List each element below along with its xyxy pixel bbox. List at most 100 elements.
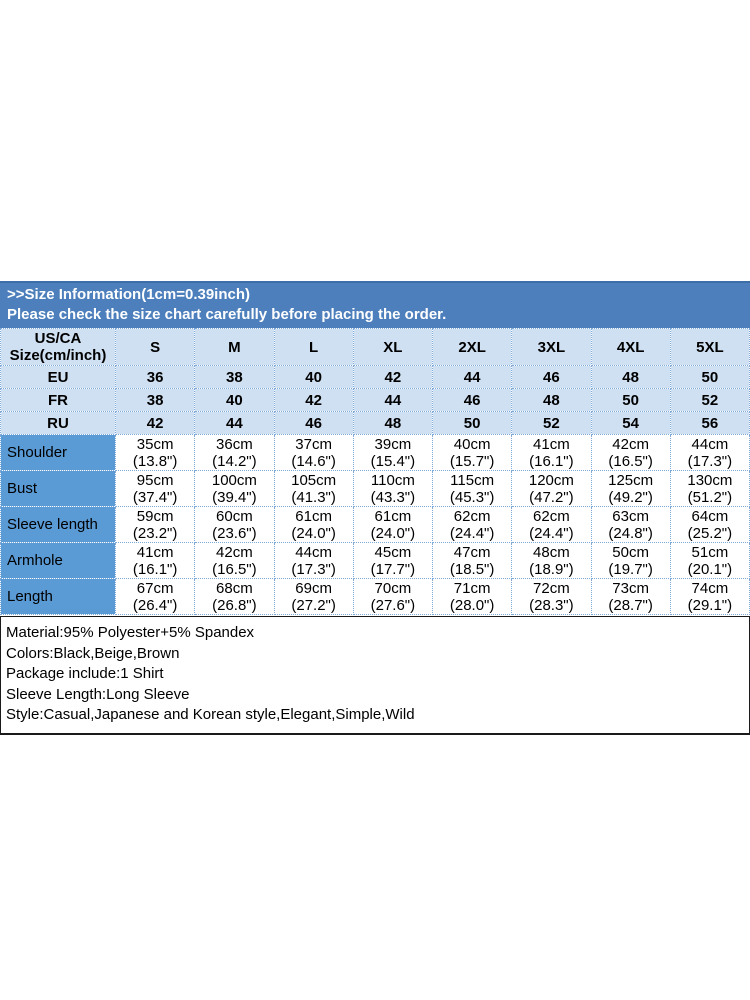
measurement-cell: 45cm (17.7"): [352, 542, 434, 579]
cm-value: 125cm: [608, 471, 654, 489]
inch-value: (27.2"): [291, 596, 336, 614]
inch-value: (27.6"): [370, 596, 416, 614]
inch-value: (19.7"): [608, 560, 653, 578]
measurement-cell: 44cm (17.3"): [669, 434, 750, 471]
measurement-label: Shoulder: [0, 434, 116, 471]
cm-value: 37cm: [295, 435, 332, 453]
measurement-cell: 63cm (24.8"): [590, 506, 671, 543]
cm-value: 35cm: [136, 435, 174, 453]
size-col-header: M: [194, 328, 275, 366]
region-value: 38: [194, 365, 275, 389]
region-label: FR: [0, 388, 116, 412]
measurement-cell: 105cm (41.3"): [273, 470, 354, 507]
inch-value: (14.6"): [291, 452, 336, 470]
cm-value: 62cm: [533, 507, 570, 525]
measurement-cell: 42cm (16.5"): [590, 434, 671, 471]
measurement-row: Length 67cm (26.4") 68cm (26.8") 69cm (27.2") 7…: [0, 578, 750, 615]
details-line: Package include:1 Shirt: [6, 665, 164, 682]
region-value: 52: [511, 411, 592, 435]
inch-value: (15.4"): [370, 452, 416, 470]
inch-value: (41.3"): [291, 488, 336, 506]
region-value: 50: [590, 388, 671, 412]
region-value: 48: [590, 365, 671, 389]
inch-value: (24.0"): [370, 524, 416, 542]
cm-value: 69cm: [295, 579, 332, 597]
inch-value: (24.4"): [449, 524, 495, 542]
inch-value: (26.8"): [212, 596, 257, 614]
cm-value: 100cm: [211, 471, 257, 489]
inch-value: (45.3"): [449, 488, 495, 506]
inch-value: (26.4"): [132, 596, 178, 614]
region-value: 44: [431, 365, 513, 389]
inch-value: (24.0"): [291, 524, 336, 542]
inch-value: (39.4"): [212, 488, 257, 506]
cm-value: 63cm: [612, 507, 649, 525]
size-info-header: >>Size Information(1cm=0.39inch) Please …: [0, 281, 750, 328]
region-value: 50: [669, 365, 750, 389]
size-info-notice: Please check the size chart carefully be…: [7, 306, 447, 323]
inch-value: (17.7"): [370, 560, 416, 578]
cm-value: 42cm: [216, 543, 253, 561]
inch-value: (23.6"): [212, 524, 257, 542]
cm-value: 61cm: [374, 507, 412, 525]
measurement-cell: 62cm (24.4"): [431, 506, 513, 543]
measurement-cell: 67cm (26.4"): [114, 578, 196, 615]
size-info-section: >>Size Information(1cm=0.39inch) Please …: [0, 281, 750, 735]
inch-value: (47.2"): [529, 488, 574, 506]
corner-header-line1: US/CA: [34, 330, 82, 347]
cm-value: 67cm: [136, 579, 174, 597]
measurement-cell: 61cm (24.0"): [352, 506, 434, 543]
measurement-row: Armhole 41cm (16.1") 42cm (16.5") 44cm (17.3")…: [0, 542, 750, 579]
measurement-cell: 42cm (16.5"): [194, 542, 275, 579]
cm-value: 39cm: [374, 435, 412, 453]
measurement-cell: 74cm (29.1"): [669, 578, 750, 615]
inch-value: (16.1"): [529, 452, 574, 470]
inch-value: (14.2"): [212, 452, 257, 470]
measurement-cell: 47cm (18.5"): [431, 542, 513, 579]
measurement-cell: 41cm (16.1"): [511, 434, 592, 471]
cm-value: 105cm: [291, 471, 337, 489]
corner-header-line2: Size(cm/inch): [9, 347, 107, 364]
region-value: 40: [194, 388, 275, 412]
cm-value: 130cm: [687, 471, 733, 489]
measurement-cell: 110cm (43.3"): [352, 470, 434, 507]
cm-value: 42cm: [612, 435, 649, 453]
details-line: Style:Casual,Japanese and Korean style,E…: [6, 706, 415, 723]
cm-value: 115cm: [450, 471, 495, 489]
cm-value: 61cm: [295, 507, 332, 525]
product-details-box: Material:95% Polyester+5% Spandex Colors:…: [0, 616, 750, 735]
size-col-header: 3XL: [511, 328, 592, 366]
size-table-body: EU 36 38 40 42 44 46 48 50 FR 38 40 42 44 46 48 50 52 RU 42…: [0, 365, 750, 615]
inch-value: (28.0"): [449, 596, 495, 614]
measurement-cell: 130cm (51.2"): [669, 470, 750, 507]
measurement-row: Shoulder 35cm (13.8") 36cm (14.2") 37cm (14.6"…: [0, 434, 750, 471]
region-value: 46: [273, 411, 354, 435]
inch-value: (16.5"): [212, 560, 257, 578]
cm-value: 59cm: [136, 507, 174, 525]
inch-value: (29.1"): [687, 596, 733, 614]
region-value: 38: [114, 388, 196, 412]
cm-value: 120cm: [528, 471, 574, 489]
inch-value: (43.3"): [370, 488, 416, 506]
cm-value: 73cm: [612, 579, 649, 597]
region-value: 44: [194, 411, 275, 435]
inch-value: (17.3"): [687, 452, 733, 470]
region-value: 48: [352, 411, 434, 435]
cm-value: 95cm: [136, 471, 174, 489]
cm-value: 72cm: [533, 579, 570, 597]
cm-value: 36cm: [216, 435, 253, 453]
measurement-cell: 48cm (18.9"): [511, 542, 592, 579]
inch-value: (28.3"): [529, 596, 574, 614]
measurement-cell: 61cm (24.0"): [273, 506, 354, 543]
measurement-label: Bust: [0, 470, 116, 507]
measurement-cell: 73cm (28.7"): [590, 578, 671, 615]
region-value: 52: [669, 388, 750, 412]
size-col-header: XL: [352, 328, 434, 366]
measurement-cell: 70cm (27.6"): [352, 578, 434, 615]
inch-value: (20.1"): [687, 560, 733, 578]
inch-value: (18.5"): [449, 560, 495, 578]
inch-value: (49.2"): [608, 488, 653, 506]
size-col-header: L: [273, 328, 354, 366]
details-line: Colors:Black,Beige,Brown: [6, 644, 180, 662]
measurement-cell: 120cm (47.2"): [511, 470, 592, 507]
